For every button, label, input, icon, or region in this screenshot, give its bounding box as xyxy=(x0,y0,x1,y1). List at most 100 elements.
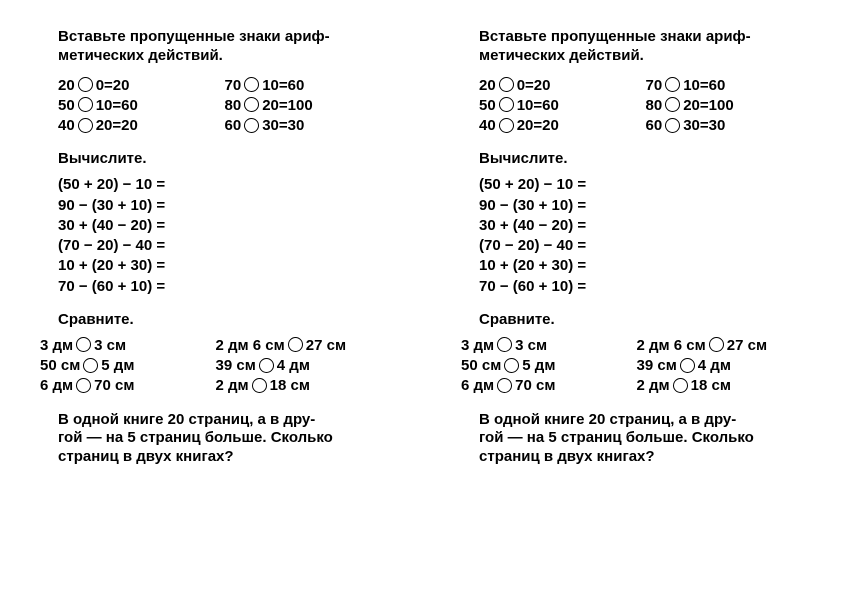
compute-line: 30 + (40 − 20) = xyxy=(58,216,391,236)
expression: 30 + (40 − 20) = xyxy=(479,216,586,236)
compare-blank-circle[interactable] xyxy=(673,378,688,393)
equation-line: 20 0 = 20 xyxy=(479,76,646,96)
operator-blank-circle[interactable] xyxy=(78,118,93,133)
operator-blank-circle[interactable] xyxy=(665,77,680,92)
compare-blank-circle[interactable] xyxy=(497,337,512,352)
equation-line: 80 20 = 100 xyxy=(646,96,813,116)
equation-line: 80 20 = 100 xyxy=(225,96,392,116)
compute-line: 70 − (60 + 10) = xyxy=(479,277,812,297)
compare-blank-circle[interactable] xyxy=(680,358,695,373)
result: 20 xyxy=(121,116,138,136)
operator-blank-circle[interactable] xyxy=(244,77,259,92)
compare-right: 70 см xyxy=(515,376,555,396)
word-problem-line: В одной книге 20 страниц, а в дру- xyxy=(58,411,391,430)
puzzle-subcolumn: 20 0 = 2050 10 = 6040 20 = 20 xyxy=(58,76,225,137)
compare-right: 3 см xyxy=(94,336,126,356)
equals-sign: = xyxy=(279,116,288,136)
operand-b: 10 xyxy=(96,96,113,116)
word-problem: В одной книге 20 страниц, а в дру-гой — … xyxy=(58,411,391,467)
compare-left: 50 см xyxy=(40,356,80,376)
compare-left: 39 см xyxy=(216,356,256,376)
puzzle-subcolumn: 70 10 = 6080 20 = 10060 30 = 30 xyxy=(225,76,392,137)
operator-blank-circle[interactable] xyxy=(244,97,259,112)
operand-b: 20 xyxy=(517,116,534,136)
compare-blank-circle[interactable] xyxy=(709,337,724,352)
operator-blank-circle[interactable] xyxy=(499,118,514,133)
equals-sign: = xyxy=(279,76,288,96)
equals-sign: = xyxy=(533,96,542,116)
operator-blank-circle[interactable] xyxy=(244,118,259,133)
operator-puzzle-block: 20 0 = 2050 10 = 6040 20 = 2070 10 = 608… xyxy=(479,76,812,137)
equation-line: 60 30 = 30 xyxy=(646,116,813,136)
operand-a: 40 xyxy=(58,116,75,136)
word-problem-line: гой — на 5 страниц больше. Сколько xyxy=(58,429,391,448)
operator-blank-circle[interactable] xyxy=(665,97,680,112)
section-title-1: Вставьте пропущенные знаки ариф-метическ… xyxy=(479,28,812,66)
equals-sign: = xyxy=(112,96,121,116)
compute-line: 70 − (60 + 10) = xyxy=(58,277,391,297)
compare-right: 18 см xyxy=(270,376,310,396)
word-problem-line: страниц в двух книгах? xyxy=(58,448,391,467)
operator-blank-circle[interactable] xyxy=(665,118,680,133)
expression: (50 + 20) − 10 = xyxy=(479,175,586,195)
compute-line: 10 + (20 + 30) = xyxy=(479,256,812,276)
compare-right: 4 дм xyxy=(698,356,731,376)
operand-b: 10 xyxy=(262,76,279,96)
operand-a: 70 xyxy=(225,76,242,96)
result: 60 xyxy=(709,76,726,96)
result: 20 xyxy=(542,116,559,136)
compute-line: 90 − (30 + 10) = xyxy=(479,196,812,216)
operator-puzzle-block: 20 0 = 2050 10 = 6040 20 = 2070 10 = 608… xyxy=(58,76,391,137)
operand-b: 30 xyxy=(683,116,700,136)
title-line: метических действий. xyxy=(479,47,812,66)
compare-left: 2 дм xyxy=(216,376,249,396)
expression: 10 + (20 + 30) = xyxy=(479,256,586,276)
operand-a: 20 xyxy=(58,76,75,96)
compare-blank-circle[interactable] xyxy=(76,337,91,352)
operator-blank-circle[interactable] xyxy=(499,77,514,92)
equals-sign: = xyxy=(700,116,709,136)
puzzle-subcolumn: 20 0 = 2050 10 = 6040 20 = 20 xyxy=(479,76,646,137)
compare-blank-circle[interactable] xyxy=(259,358,274,373)
compare-line: 3 дм 3 см xyxy=(461,336,637,356)
operator-blank-circle[interactable] xyxy=(78,77,93,92)
expression: 70 − (60 + 10) = xyxy=(479,277,586,297)
operand-a: 40 xyxy=(479,116,496,136)
operator-blank-circle[interactable] xyxy=(78,97,93,112)
operator-blank-circle[interactable] xyxy=(499,97,514,112)
operand-b: 0 xyxy=(96,76,104,96)
equation-line: 70 10 = 60 xyxy=(225,76,392,96)
compare-blank-circle[interactable] xyxy=(504,358,519,373)
compare-blank-circle[interactable] xyxy=(252,378,267,393)
result: 20 xyxy=(113,76,130,96)
compare-blank-circle[interactable] xyxy=(288,337,303,352)
equation-line: 20 0 = 20 xyxy=(58,76,225,96)
result: 20 xyxy=(534,76,551,96)
compare-blank-circle[interactable] xyxy=(76,378,91,393)
section-title-2: Вычислите. xyxy=(58,150,391,167)
equation-line: 50 10 = 60 xyxy=(479,96,646,116)
equation-line: 70 10 = 60 xyxy=(646,76,813,96)
compare-block: 3 дм 3 см50 см 5 дм6 дм 70 см2 дм 6 см 2… xyxy=(461,336,812,397)
section-title-3: Сравните. xyxy=(58,311,391,328)
word-problem-line: В одной книге 20 страниц, а в дру- xyxy=(479,411,812,430)
equals-sign: = xyxy=(104,76,113,96)
compare-right: 4 дм xyxy=(277,356,310,376)
compare-line: 39 см 4 дм xyxy=(216,356,392,376)
compare-left: 2 дм xyxy=(637,376,670,396)
compare-left: 2 дм 6 см xyxy=(637,336,706,356)
compute-line: 30 + (40 − 20) = xyxy=(479,216,812,236)
operand-b: 10 xyxy=(683,76,700,96)
compute-block: (50 + 20) − 10 =90 − (30 + 10) =30 + (40… xyxy=(58,175,391,297)
operand-a: 50 xyxy=(479,96,496,116)
compare-blank-circle[interactable] xyxy=(497,378,512,393)
compare-right: 18 см xyxy=(691,376,731,396)
compare-right: 5 дм xyxy=(522,356,555,376)
equals-sign: = xyxy=(700,76,709,96)
result: 30 xyxy=(288,116,305,136)
operand-a: 60 xyxy=(646,116,663,136)
compare-blank-circle[interactable] xyxy=(83,358,98,373)
compare-subcolumn: 2 дм 6 см 27 см39 см 4 дм2 дм 18 см xyxy=(216,336,392,397)
compare-right: 70 см xyxy=(94,376,134,396)
compare-line: 50 см 5 дм xyxy=(461,356,637,376)
